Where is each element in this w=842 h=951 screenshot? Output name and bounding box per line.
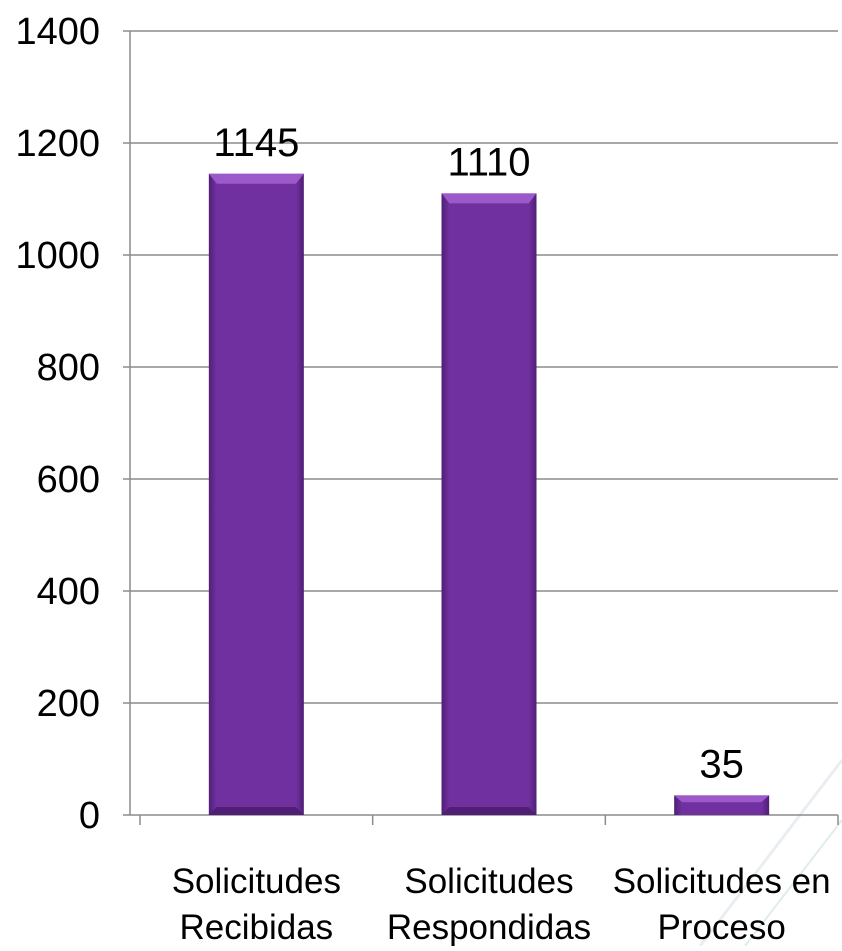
y-tick-label: 1400 — [15, 11, 100, 53]
category-label: Solicitudes — [404, 862, 573, 901]
category-label: Respondidas — [387, 908, 591, 946]
y-tick-label: 400 — [37, 571, 100, 613]
bar-bevel-bottom — [441, 807, 537, 815]
bar — [208, 173, 304, 816]
category-label: Solicitudes en — [613, 862, 831, 901]
y-tick-label: 800 — [37, 347, 100, 389]
data-label: 1145 — [213, 121, 299, 165]
category-label: Proceso — [657, 908, 785, 946]
y-tick-label: 1000 — [15, 235, 100, 277]
data-label: 35 — [699, 742, 744, 786]
bar-bevel-top — [674, 795, 770, 803]
x-axis-category-labels: Solicitudes Recibidas Solicitudes Respondid… — [172, 862, 831, 947]
bar-bevel-bottom — [208, 807, 304, 815]
category-label: Recibidas — [179, 908, 333, 946]
y-axis-tick-labels: 0 200 400 600 800 1000 1200 1400 — [15, 11, 100, 837]
bar-bevel-top — [441, 193, 537, 204]
data-labels: 1145 1110 35 — [213, 121, 744, 787]
bar — [441, 193, 537, 815]
y-tick-label: 1200 — [15, 123, 100, 165]
bar-group — [674, 795, 770, 815]
bars — [208, 173, 770, 816]
y-tick-label: 0 — [79, 795, 100, 837]
y-tick-label: 200 — [37, 683, 100, 725]
data-label: 1110 — [447, 140, 530, 184]
bar-group — [441, 193, 537, 815]
bar-group — [208, 173, 304, 816]
bar-bevel-top — [208, 173, 304, 184]
y-tick-label: 600 — [37, 459, 100, 501]
decor-stroke — [698, 759, 842, 947]
background-decoration — [698, 759, 842, 947]
category-label: Solicitudes — [172, 862, 341, 901]
decor-stroke — [744, 819, 842, 947]
